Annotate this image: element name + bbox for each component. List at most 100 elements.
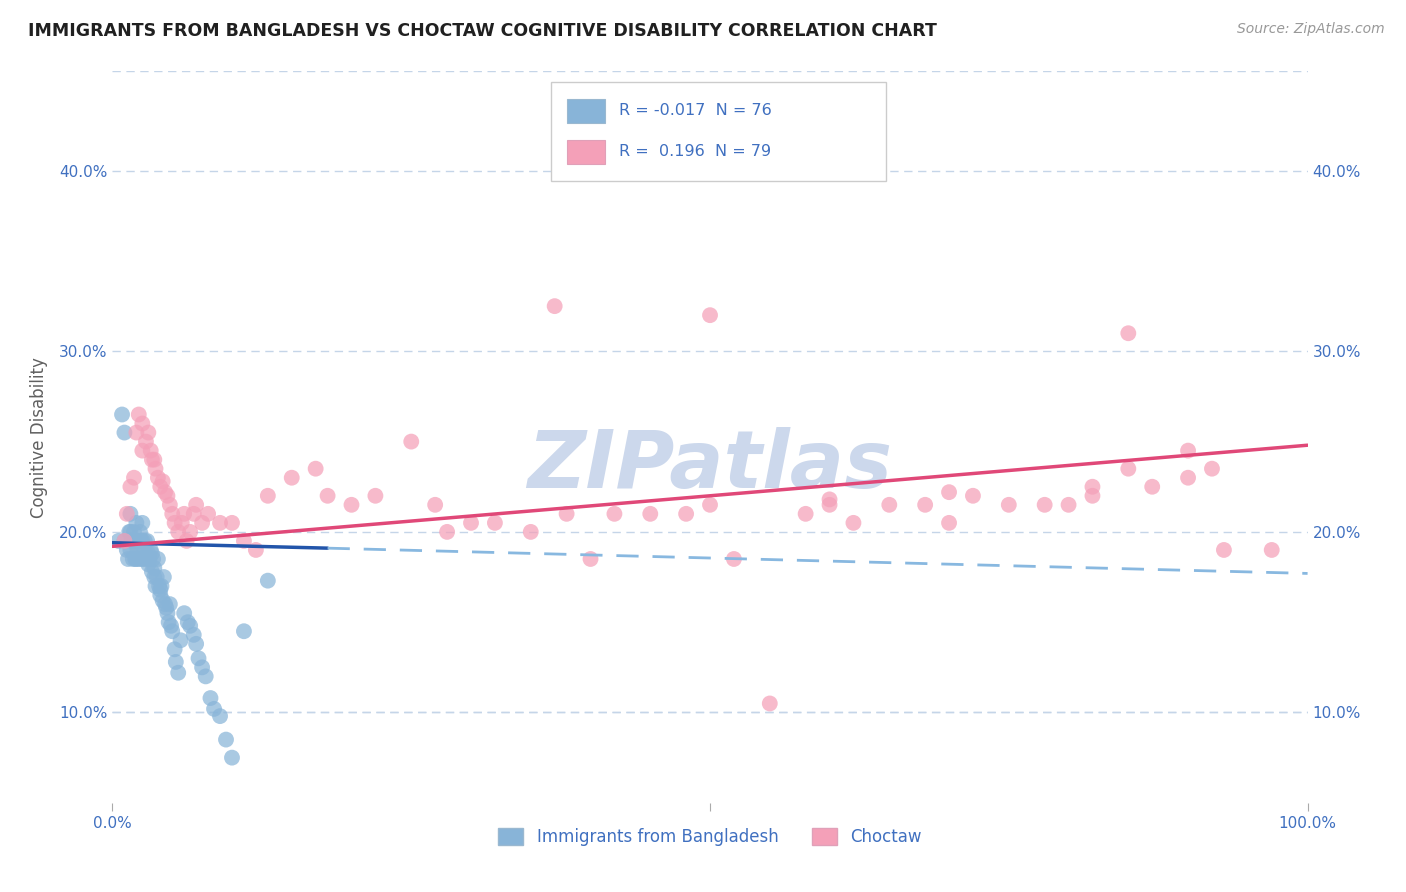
Point <box>122 533 145 548</box>
Point <box>179 524 201 539</box>
Point <box>167 524 190 539</box>
Point <box>160 619 183 633</box>
Point <box>603 507 626 521</box>
Point <box>135 552 157 566</box>
Point <box>305 461 328 475</box>
Point <box>122 524 145 539</box>
Point <box>134 533 156 548</box>
Point <box>197 507 219 521</box>
Point <box>163 642 186 657</box>
Point <box>141 547 163 561</box>
Point <box>257 574 280 588</box>
Point <box>111 408 134 422</box>
Point <box>149 588 172 602</box>
Point <box>723 552 745 566</box>
Bar <box>567 99 605 122</box>
Point <box>162 507 183 521</box>
Point <box>143 561 166 575</box>
Legend: Immigrants from Bangladesh, Choctaw: Immigrants from Bangladesh, Choctaw <box>492 822 928 853</box>
Point <box>1177 471 1199 485</box>
Point <box>131 417 153 431</box>
Point <box>114 533 135 548</box>
Point <box>131 533 153 548</box>
Point <box>191 516 214 530</box>
Point <box>165 655 187 669</box>
Point <box>794 507 817 521</box>
Y-axis label: Cognitive Disability: Cognitive Disability <box>30 357 48 517</box>
Point <box>209 516 232 530</box>
Point <box>167 665 190 680</box>
Point <box>183 628 205 642</box>
Point <box>121 552 143 566</box>
Point <box>962 489 984 503</box>
Point <box>209 709 232 723</box>
Point <box>1081 480 1104 494</box>
Point <box>1118 461 1140 475</box>
Point <box>120 543 142 558</box>
Point <box>675 507 697 521</box>
Point <box>120 507 142 521</box>
Point <box>138 558 160 572</box>
Point <box>155 600 177 615</box>
Point <box>148 579 170 593</box>
Point <box>579 552 602 566</box>
Point <box>1033 498 1056 512</box>
Point <box>152 593 174 607</box>
Point <box>818 498 841 512</box>
Point <box>173 507 195 521</box>
Point <box>141 565 163 579</box>
Point <box>156 489 179 503</box>
Point <box>150 579 173 593</box>
Point <box>135 434 157 449</box>
Point <box>179 619 201 633</box>
Point <box>186 498 208 512</box>
Point <box>186 637 208 651</box>
Point <box>170 516 193 530</box>
Point <box>640 507 662 521</box>
Point <box>125 533 148 548</box>
Point <box>177 615 200 630</box>
FancyBboxPatch shape <box>551 82 886 181</box>
Point <box>156 606 179 620</box>
Point <box>141 452 163 467</box>
Point <box>115 543 138 558</box>
Point <box>142 552 165 566</box>
Point <box>1057 498 1080 512</box>
Point <box>114 425 135 440</box>
Point <box>129 552 152 566</box>
Point <box>520 524 543 539</box>
Point <box>128 552 150 566</box>
Point <box>136 533 159 548</box>
Bar <box>567 140 605 163</box>
Point <box>194 669 217 683</box>
Point <box>139 543 162 558</box>
Point <box>152 475 174 489</box>
Point <box>118 524 141 539</box>
Point <box>159 498 181 512</box>
Point <box>1081 489 1104 503</box>
Point <box>127 543 149 558</box>
Point <box>153 597 176 611</box>
Point <box>233 624 256 639</box>
Point <box>157 615 180 630</box>
Text: R = -0.017  N = 76: R = -0.017 N = 76 <box>619 103 772 119</box>
Point <box>1261 543 1284 558</box>
Point <box>132 552 155 566</box>
Point <box>914 498 936 512</box>
Point <box>159 597 181 611</box>
Point <box>173 606 195 620</box>
Point <box>129 524 152 539</box>
Point <box>145 461 167 475</box>
Point <box>129 533 152 548</box>
Point <box>1142 480 1164 494</box>
Point <box>759 697 782 711</box>
Point <box>120 524 142 539</box>
Point <box>233 533 256 548</box>
Point <box>125 552 148 566</box>
Point <box>484 516 506 530</box>
Point <box>818 492 841 507</box>
Point <box>121 533 143 548</box>
Point <box>938 485 960 500</box>
Point <box>146 552 169 566</box>
Point <box>128 408 150 422</box>
